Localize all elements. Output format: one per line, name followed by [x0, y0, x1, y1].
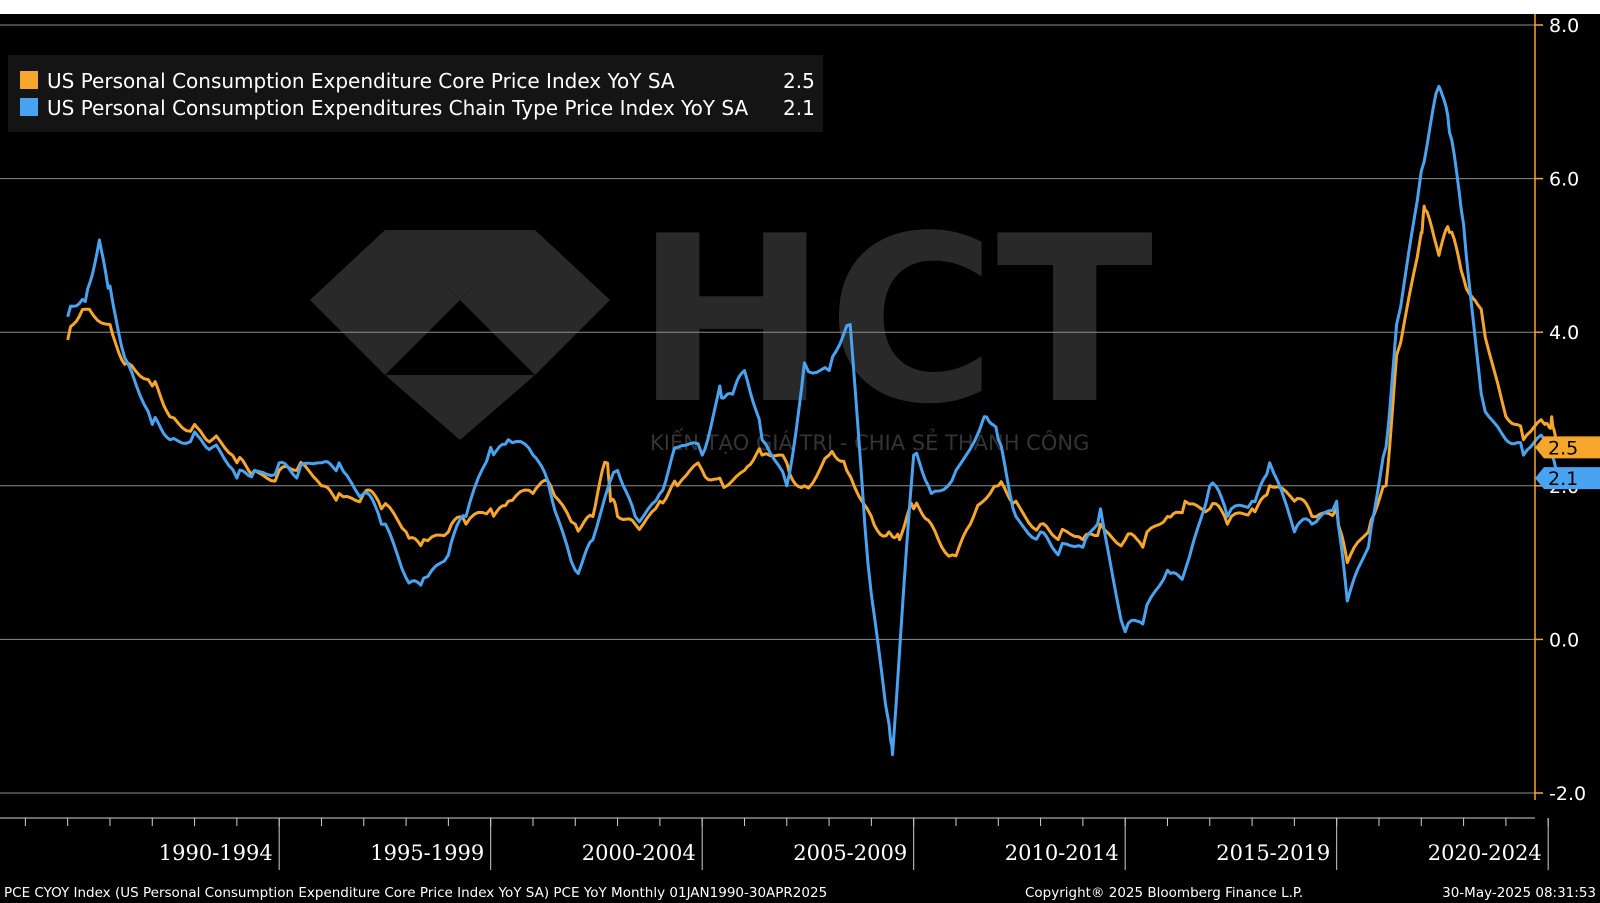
top-border: [0, 0, 1600, 14]
y-tick-label: 8.0: [1549, 15, 1579, 37]
last-value-flag-headline: [1535, 467, 1600, 490]
y-tick-label: 4.0: [1549, 322, 1579, 344]
series-line-core: [66, 204, 1561, 565]
y-tick-label: 0.0: [1549, 629, 1579, 651]
grid-lines: [0, 24, 1535, 794]
legend-headline-value: 2.1: [783, 96, 815, 120]
series-layer: [66, 84, 1561, 757]
legend-swatch-headline: [20, 98, 38, 116]
watermark: HCT KIẾN TẠO GIÁ TRỊ - CHIA SẺ THÀNH CÔN…: [310, 188, 1153, 455]
y-axis: 8.06.04.02.00.0-2.02.52.1: [1534, 14, 1600, 805]
legend-core-label: US Personal Consumption Expenditure Core…: [47, 69, 675, 93]
series-line-headline: [66, 84, 1561, 757]
x-period-label: 2015-2019: [1216, 841, 1330, 865]
x-period-label: 2000-2004: [582, 841, 696, 865]
last-value-label-headline: 2.1: [1548, 468, 1578, 490]
y-tick-label: 6.0: [1549, 169, 1579, 191]
legend-background: [8, 55, 823, 132]
x-axis: 1990-1994 1995-1999 2000-2004 2005-2009 2010…: [0, 817, 1549, 870]
legend-headline-label: US Personal Consumption Expenditures Cha…: [47, 96, 748, 120]
last-value-label-core: 2.5: [1548, 437, 1578, 459]
x-period-label: 2020-2024: [1428, 841, 1542, 865]
last-value-flag-core: [1535, 436, 1600, 459]
x-period-label: 2010-2014: [1005, 841, 1119, 865]
watermark-logo-text: HCT: [635, 188, 1153, 455]
legend-core-value: 2.5: [783, 69, 815, 93]
legend: US Personal Consumption Expenditure Core…: [8, 55, 823, 132]
hct-diamond-logo: [310, 230, 610, 440]
footer-description: PCE CYOY Index (US Personal Consumption …: [4, 885, 827, 901]
watermark-tagline: KIẾN TẠO GIÁ TRỊ - CHIA SẺ THÀNH CÔNG: [650, 428, 1089, 455]
x-period-label: 1995-1999: [370, 841, 484, 865]
x-period-label: 2005-2009: [793, 841, 907, 865]
x-period-label: 1990-1994: [159, 841, 273, 865]
footer-copyright: Copyright® 2025 Bloomberg Finance L.P.: [1025, 885, 1303, 901]
footer: PCE CYOY Index (US Personal Consumption …: [4, 885, 1596, 901]
footer-timestamp: 30-May-2025 08:31:53: [1442, 885, 1596, 901]
y-tick-label: -2.0: [1549, 783, 1586, 805]
legend-swatch-core: [20, 71, 38, 89]
